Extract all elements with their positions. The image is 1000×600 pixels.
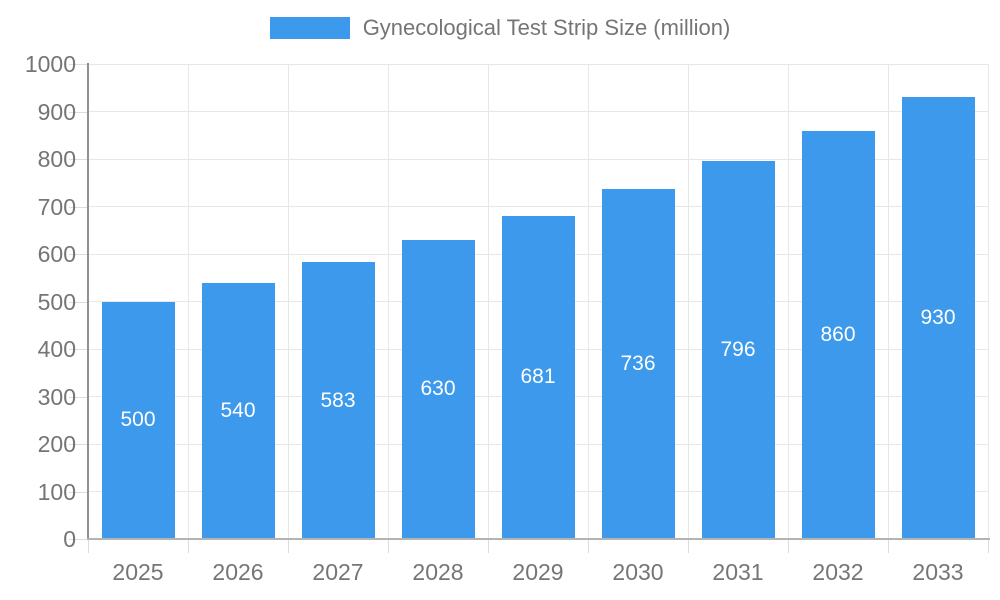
y-tick [69, 301, 88, 303]
x-tick [887, 540, 889, 553]
bar[interactable]: 500 [101, 301, 175, 539]
bar-value-label: 930 [920, 306, 956, 330]
bar-value-label: 630 [420, 377, 456, 401]
y-tick [69, 349, 88, 350]
v-gridline [387, 64, 389, 539]
y-tick [69, 444, 88, 445]
legend-swatch-icon [269, 17, 350, 39]
bar-value-label: 583 [320, 388, 356, 412]
y-tick [69, 206, 88, 208]
bar-value-label: 736 [620, 352, 656, 376]
x-tick-label: 2030 [612, 559, 664, 585]
bar[interactable]: 540 [201, 282, 275, 539]
bar-value-label: 796 [720, 337, 756, 361]
y-tick-label: 600 [37, 241, 76, 267]
y-tick-label: 700 [37, 193, 76, 220]
h-gridline [88, 206, 988, 207]
y-tick [69, 254, 88, 255]
y-tick-label: 400 [37, 336, 76, 362]
v-gridline [287, 64, 289, 539]
y-tick-label: 900 [37, 98, 76, 125]
plot-area: 500 540 583 630 681 736 796 860 930 [88, 63, 989, 539]
bar-value-label: 681 [520, 365, 556, 389]
legend: Gynecological Test Strip Size (million) [0, 15, 1000, 41]
x-axis-baseline [87, 538, 990, 540]
y-tick-label: 800 [37, 146, 76, 172]
bar[interactable]: 930 [901, 97, 975, 539]
bar-value-label: 500 [120, 408, 156, 432]
bar[interactable]: 736 [601, 189, 675, 539]
y-tick-label: 0 [63, 526, 76, 552]
v-gridline [987, 64, 989, 539]
h-gridline [88, 63, 988, 65]
x-tick-label: 2028 [412, 559, 464, 585]
y-axis-line [87, 63, 89, 540]
x-tick [87, 540, 89, 553]
h-gridline [88, 111, 988, 112]
x-tick-label: 2027 [312, 559, 364, 585]
bar[interactable]: 630 [401, 239, 475, 539]
x-tick-label: 2031 [712, 559, 764, 585]
y-tick [69, 491, 88, 493]
bar-value-label: 540 [220, 398, 256, 422]
x-tick [587, 540, 589, 553]
bar[interactable]: 583 [301, 262, 375, 539]
x-tick [387, 540, 389, 553]
x-tick-label: 2033 [912, 559, 964, 585]
y-tick-label: 100 [37, 478, 76, 505]
y-tick [69, 539, 88, 540]
legend-label: Gynecological Test Strip Size (million) [362, 15, 731, 40]
x-tick-label: 2025 [112, 559, 164, 585]
bar-value-label: 860 [820, 322, 856, 346]
y-tick [69, 64, 88, 65]
bar[interactable]: 860 [801, 130, 875, 539]
x-tick-label: 2026 [212, 559, 264, 585]
y-tick [69, 159, 88, 160]
v-gridline [187, 64, 189, 539]
x-tick [287, 540, 289, 553]
y-tick [69, 111, 88, 113]
h-gridline [88, 158, 988, 160]
v-gridline [887, 64, 889, 539]
y-tick [69, 396, 88, 398]
bar[interactable]: 796 [701, 160, 775, 539]
x-tick-label: 2032 [812, 559, 864, 585]
x-tick [987, 540, 989, 553]
v-gridline [587, 64, 589, 539]
x-tick [787, 540, 789, 553]
y-tick-label: 500 [37, 288, 76, 315]
v-gridline [787, 64, 789, 539]
y-tick-label: 300 [37, 383, 76, 410]
v-gridline [687, 64, 689, 539]
x-tick-label: 2029 [512, 559, 564, 585]
bar[interactable]: 681 [501, 215, 575, 539]
x-tick [487, 540, 489, 553]
x-tick [687, 540, 689, 553]
v-gridline [487, 64, 489, 539]
legend-item[interactable]: Gynecological Test Strip Size (million) [269, 15, 731, 41]
y-tick-label: 1000 [24, 51, 76, 77]
y-tick-label: 200 [37, 431, 76, 457]
x-tick [187, 540, 189, 553]
